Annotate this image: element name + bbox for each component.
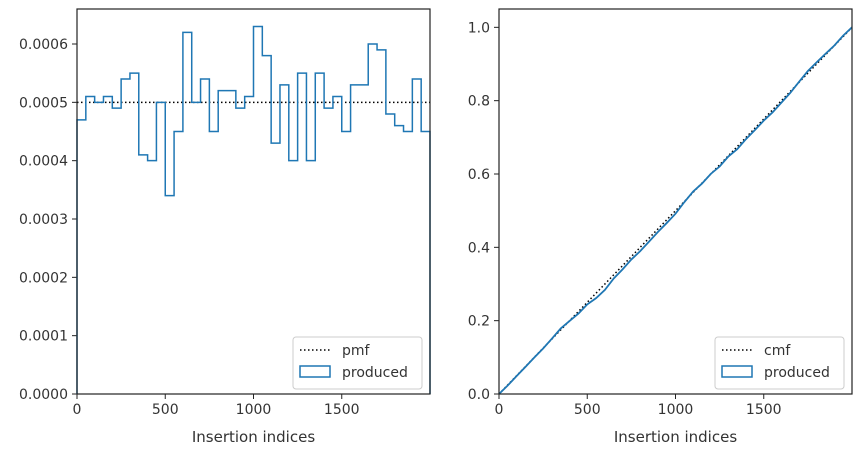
left-x-tick-label: 0 [73, 402, 82, 418]
right-legend-cmf-label: cmf [764, 343, 791, 359]
left-chart: 0.0000 0.0001 0.0002 0.0003 0.0004 0.0005 0.00… [19, 8, 431, 446]
left-legend: pmf produced [292, 336, 423, 390]
right-x-tick-label: 500 [574, 402, 601, 418]
right-x-ticks: 0 500 1000 1500 [495, 394, 782, 418]
right-x-tick-label: 1500 [746, 402, 782, 418]
left-legend-pmf-label: pmf [342, 343, 371, 359]
left-x-axis-label: Insertion indices [192, 428, 315, 446]
right-plot-lines [498, 26, 853, 395]
right-axes-frame [498, 8, 853, 395]
right-x-tick-label: 0 [495, 402, 504, 418]
left-axes-frame [76, 8, 431, 395]
right-y-tick-label: 0.0 [468, 387, 490, 403]
left-y-tick-label: 0.0006 [19, 37, 68, 53]
right-y-tick-label: 0.2 [468, 314, 490, 330]
right-y-tick-label: 1.0 [468, 20, 490, 36]
right-x-axis-label: Insertion indices [614, 428, 737, 446]
right-y-tick-label: 0.4 [468, 240, 490, 256]
left-y-tick-label: 0.0000 [19, 387, 68, 403]
right-legend-produced-swatch [721, 365, 753, 378]
right-y-ticks: 0.0 0.2 0.4 0.6 0.8 1.0 [468, 20, 499, 403]
right-y-tick-label: 0.6 [468, 167, 490, 183]
produced-cumulative-line [498, 26, 853, 395]
left-x-tick-label: 1000 [236, 402, 272, 418]
right-chart: 0.0 0.2 0.4 0.6 0.8 1.0 0 500 1000 1500 Insertio… [468, 8, 853, 446]
left-y-tick-label: 0.0005 [19, 95, 68, 111]
right-legend: cmf produced [714, 336, 845, 390]
right-x-tick-label: 1000 [658, 402, 694, 418]
left-legend-produced-swatch [299, 365, 331, 378]
left-y-tick-label: 0.0003 [19, 212, 68, 228]
produced-pmf-step-line [76, 25, 431, 394]
left-y-tick-label: 0.0001 [19, 329, 68, 345]
left-legend-produced-label: produced [342, 365, 408, 381]
left-x-tick-label: 1500 [324, 402, 360, 418]
left-plot-lines [76, 25, 431, 394]
left-x-tick-label: 500 [152, 402, 179, 418]
left-x-ticks: 0 500 1000 1500 [73, 394, 360, 418]
left-y-tick-label: 0.0004 [19, 154, 68, 170]
left-y-tick-label: 0.0002 [19, 270, 68, 286]
right-y-tick-label: 0.8 [468, 94, 490, 110]
right-legend-produced-label: produced [764, 365, 830, 381]
left-y-ticks: 0.0000 0.0001 0.0002 0.0003 0.0004 0.0005 0.00… [19, 37, 77, 403]
